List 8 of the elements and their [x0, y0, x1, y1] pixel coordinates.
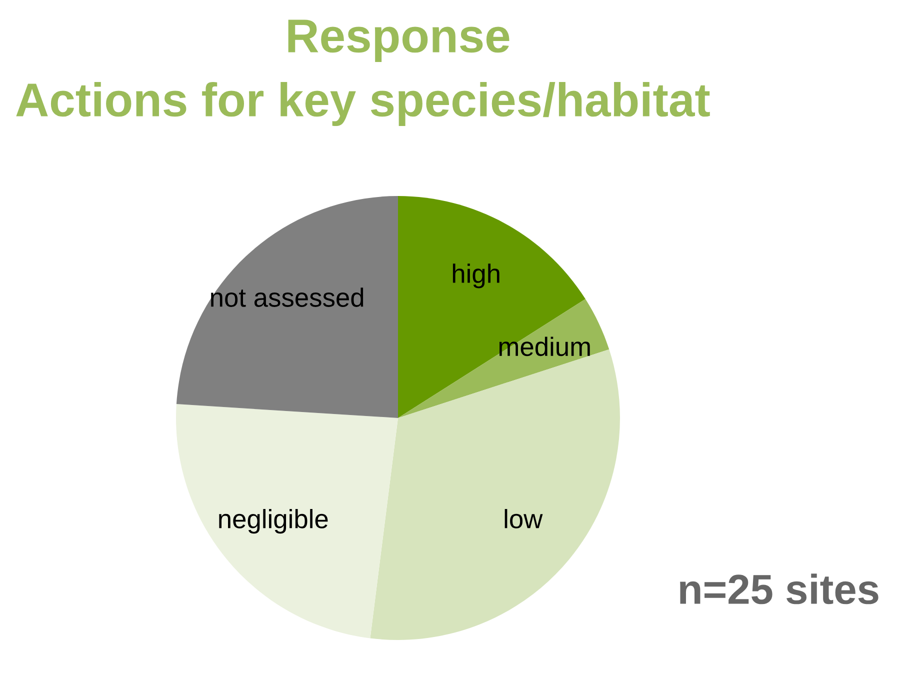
slice-label: not assessed — [211, 288, 364, 307]
slice-label: negligible — [219, 509, 328, 534]
text: n=25 sites — [680, 574, 878, 604]
slice-label: high — [452, 264, 500, 288]
slice-label: low — [504, 509, 543, 528]
slice-label: medium — [499, 336, 590, 356]
chart-subtitle: Actions for key species/habitat — [16, 82, 710, 126]
chart-title: Response — [288, 20, 510, 62]
